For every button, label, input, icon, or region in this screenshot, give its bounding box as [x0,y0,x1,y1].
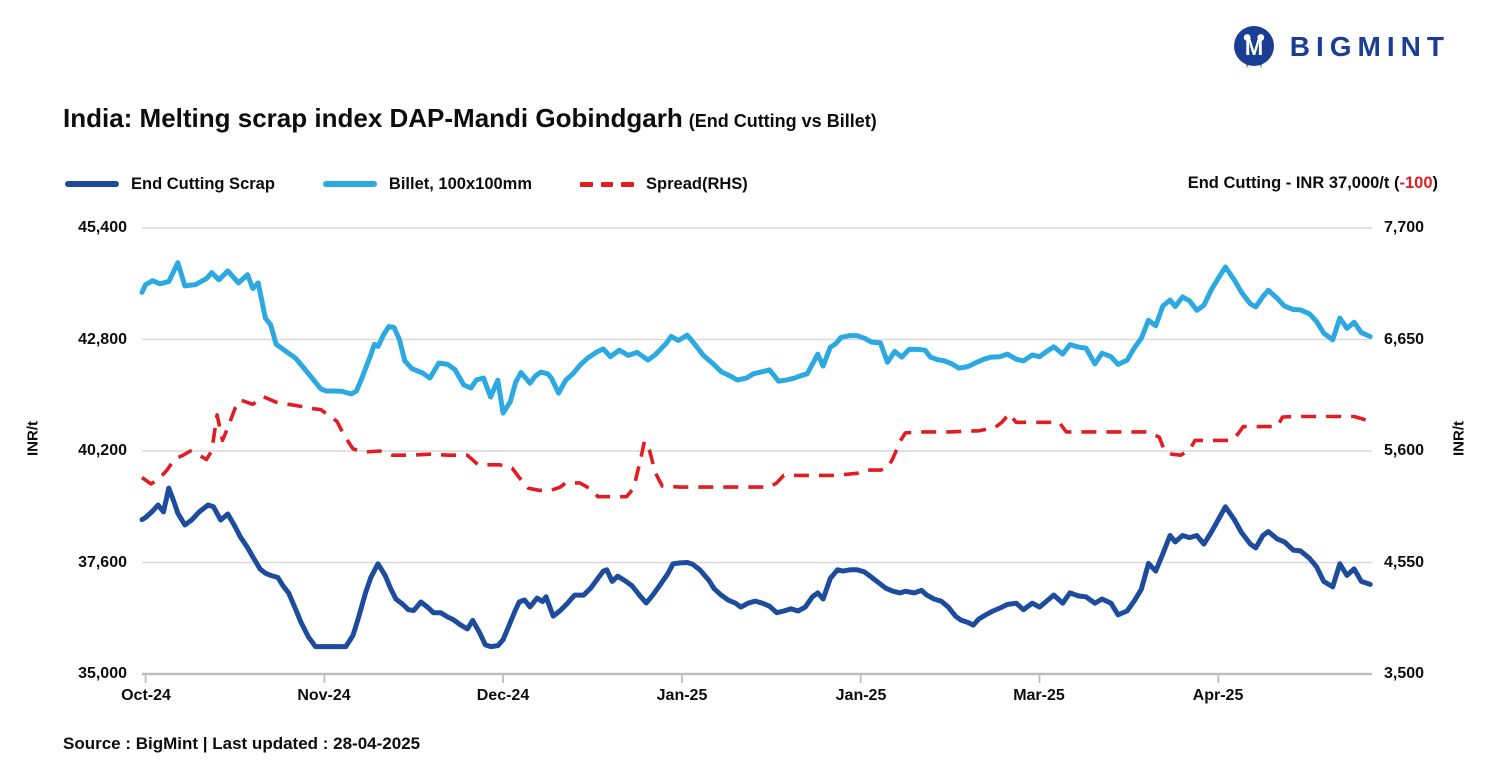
series-end-cutting-scrap [139,485,1373,650]
legend-swatch-dashed [580,181,635,187]
legend-item-2: Spread(RHS) [580,175,748,194]
x-axis-tick-label: Oct-24 [121,687,171,704]
right-axis-tick-label: 5,600 [1384,442,1425,459]
right-axis-tick-label: 3,500 [1384,665,1425,682]
left-axis-title: INR/t [24,421,42,456]
legend-item-1: Billet, 100x100mm [322,174,533,194]
right-axis-title: INR/t [1450,421,1468,456]
legend-swatch-solid [322,181,377,187]
x-axis-tick-label: Jan-25 [656,687,708,704]
x-axis-tick-label: Nov-24 [297,687,351,704]
left-axis-tick-label: 42,800 [78,331,127,348]
bigmint-logo: M BIGMINT [1231,24,1450,70]
left-axis-tick-label: 37,600 [78,554,127,571]
legend-label: End Cutting Scrap [131,174,275,193]
annotation-prefix: End Cutting - INR 37,000/t ( [1187,174,1400,192]
source-note: Source : BigMint | Last updated : 28-04-… [63,734,421,753]
right-axis-tick-label: 6,650 [1384,331,1425,348]
series-billet-100x100mm [139,260,1373,416]
annotation-change-value: -100 [1399,174,1433,192]
latest-price-annotation: End Cutting - INR 37,000/t (-100) [1188,174,1438,193]
legend-swatch-solid [65,181,119,187]
legend: End Cutting Scrap Billet, 100x100mm Spread… [65,172,748,196]
left-axis-tick-label: 45,400 [78,219,127,236]
x-axis-tick-label: Apr-25 [1192,687,1244,704]
left-axis-tick-label: 40,200 [78,442,127,459]
right-axis-tick-label: 4,550 [1384,554,1425,571]
svg-text:M: M [1245,35,1263,60]
annotation-suffix: ) [1432,174,1439,192]
x-axis-tick-label: Dec-24 [476,687,530,704]
x-axis-tick-label: Mar-25 [1013,687,1065,704]
chart-title: India: Melting scrap index DAP-Mandi Gob… [63,103,877,134]
chart-title-sub: (End Cutting vs Billet) [688,111,877,131]
series-spread-rhs- [140,394,1371,499]
right-axis-tick-label: 7,700 [1384,219,1425,236]
bigmint-logo-text: BIGMINT [1289,31,1450,62]
x-axis-tick-label: Jan-25 [835,687,887,704]
legend-label: Billet, 100x100mm [388,174,533,193]
bigmint-logo-icon: M [1233,26,1274,69]
chart-title-main: India: Melting scrap index DAP-Mandi Gob… [63,103,683,133]
legend-label: Spread(RHS) [646,174,748,193]
left-axis-tick-label: 35,000 [78,665,127,682]
legend-item-0: End Cutting Scrap [65,175,275,194]
